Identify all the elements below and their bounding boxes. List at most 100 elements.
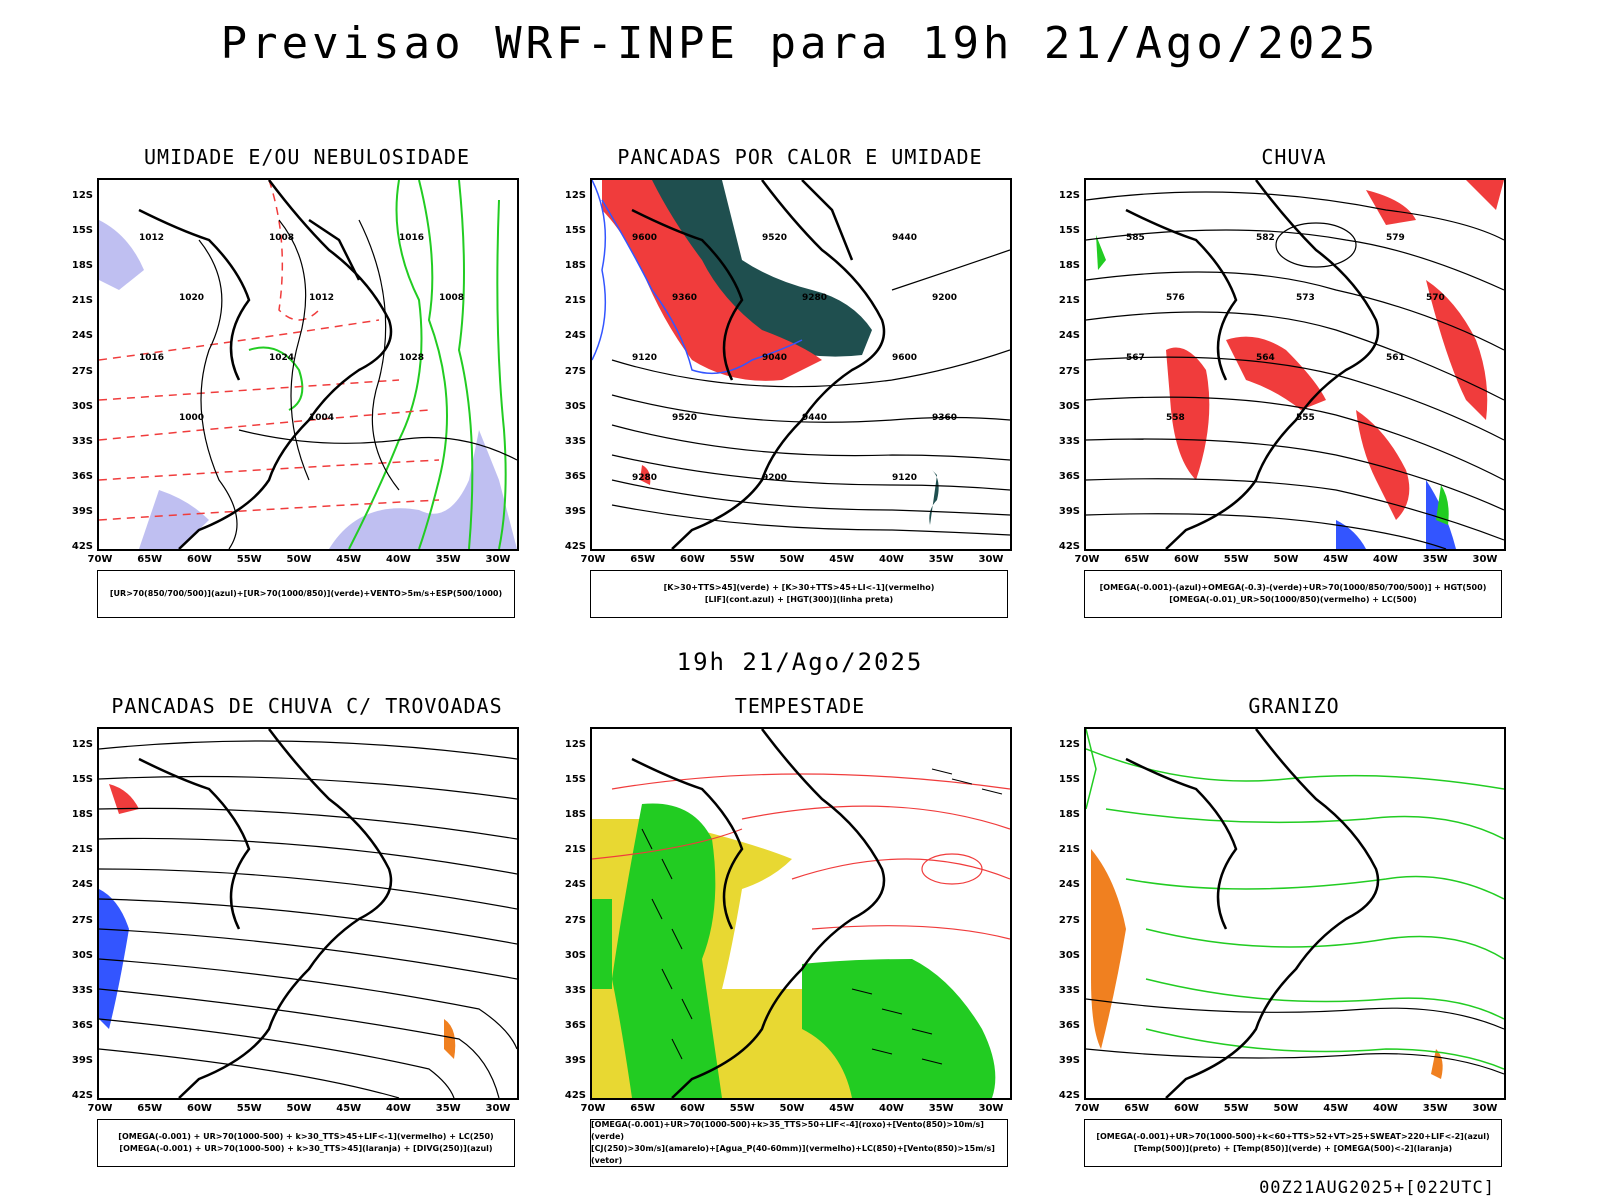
contour-label: 1020 [179, 293, 204, 303]
footer-timestamp: 00Z21AUG2025+[022UTC] [1259, 1178, 1495, 1198]
contour-label: 564 [1256, 353, 1275, 363]
green-temp850-contours [1086, 729, 1504, 1070]
lon-tick-label: 55W [729, 1103, 755, 1114]
contour-label: 1016 [399, 233, 424, 243]
red-instability-area [602, 180, 822, 485]
lon-tick-label: 40W [879, 554, 904, 565]
lat-tick-label: 33S [564, 984, 586, 996]
lon-tick-label: 50W [1273, 554, 1299, 565]
lat-tick-label: 42S [1058, 541, 1080, 552]
lat-tick-label: 36S [71, 1019, 93, 1031]
contour-label: 579 [1386, 233, 1405, 243]
lat-tick-label: 12S [564, 739, 586, 750]
contour-label: 576 [1166, 293, 1185, 303]
black-streamlines [99, 740, 517, 1098]
panel-title: UMIDADE E/OU NEBULOSIDADE [143, 145, 471, 169]
lat-tick-label: 24S [564, 330, 586, 342]
lat-tick-label: 12S [71, 739, 93, 750]
lon-tick-label: 55W [236, 554, 262, 565]
coastline [138, 729, 393, 1098]
contour-label: 555 [1296, 413, 1315, 423]
legend-line: [Temp(500)](preto) + [Temp(850)](verde) … [1133, 1144, 1453, 1153]
lon-tick-label: 30W [485, 554, 511, 565]
lon-tick-label: 60W [187, 1103, 212, 1114]
legend-line: [OMEGA(-0.001) + UR>70(1000-500) + k>30_… [119, 1144, 493, 1153]
lat-tick-label: 42S [71, 1090, 93, 1101]
contour-label: 570 [1426, 293, 1445, 303]
contour-label: 9600 [892, 353, 917, 363]
lat-tick-label: 30S [71, 949, 93, 961]
lat-tick-label: 24S [1058, 330, 1080, 342]
legend-granizo: [OMEGA(-0.001)+UR>70(1000-500)+k<60+TTS>… [1084, 1119, 1502, 1167]
black-pressure-contours [198, 219, 517, 549]
mid-title: 19h 21/Ago/2025 [676, 648, 924, 676]
lon-tick-label: 50W [286, 554, 312, 565]
red-streamlines [592, 773, 1010, 940]
contour-label: 567 [1126, 353, 1145, 363]
contour-label: 1016 [139, 353, 164, 363]
legend-pancadas-calor: [K>30+TTS>45](verde) + [K>30+TTS>45+LI<-… [590, 570, 1008, 618]
lon-tick-label: 40W [1373, 554, 1398, 565]
lon-tick-label: 50W [779, 1103, 805, 1114]
map-trovoadas [97, 727, 519, 1100]
lon-tick-label: 60W [680, 554, 705, 565]
lat-tick-label: 18S [1058, 260, 1080, 272]
main-title: Previsao WRF-INPE para 19h 21/Ago/2025 [220, 18, 1380, 69]
lon-tick-label: 35W [435, 554, 461, 565]
legend-line: [OMEGA(-0.001)+UR>70(1000-500)+k<60+TTS>… [1096, 1132, 1490, 1141]
black-temp500-contours [1086, 998, 1504, 1075]
lavender-humidity-area [99, 220, 517, 549]
legend-line: [OMEGA(-0.001)-(azul)+OMEGA(-0.3)-(verde… [1099, 583, 1487, 592]
black-streamlines [1086, 191, 1504, 549]
lat-tick-label: 42S [71, 541, 93, 552]
contour-label: 558 [1166, 413, 1185, 423]
contour-label: 9440 [892, 233, 917, 243]
lat-tick-label: 42S [564, 541, 586, 552]
contour-label: 1000 [179, 413, 204, 423]
lon-tick-label: 45W [829, 1103, 855, 1114]
contour-label: 1008 [439, 293, 464, 303]
lat-tick-label: 27S [71, 365, 93, 377]
contour-label: 9120 [632, 353, 657, 363]
lat-tick-label: 36S [564, 1019, 586, 1031]
lat-tick-label: 39S [1058, 1054, 1080, 1066]
legend-trovoadas: [OMEGA(-0.001) + UR>70(1000-500) + k>30_… [97, 1119, 515, 1167]
lon-tick-label: 35W [928, 554, 954, 565]
lat-tick-label: 12S [1058, 190, 1080, 201]
contour-label: 9280 [802, 293, 827, 303]
panel-title: GRANIZO [1248, 694, 1340, 718]
green-omega-area [1096, 235, 1449, 525]
lon-tick-label: 35W [435, 1103, 461, 1114]
lat-tick-label: 24S [1058, 879, 1080, 891]
lon-tick-label: 70W [87, 1103, 113, 1114]
lat-tick-label: 21S [71, 295, 93, 307]
map-granizo [1084, 727, 1506, 1100]
contour-label: 9040 [762, 353, 787, 363]
contour-label: 9120 [892, 473, 917, 483]
lat-tick-label: 30S [1058, 400, 1080, 412]
panel-title: PANCADAS POR CALOR E UMIDADE [617, 145, 983, 169]
lat-tick-label: 12S [1058, 739, 1080, 750]
contour-label: 585 [1126, 233, 1145, 243]
lon-tick-label: 30W [978, 1103, 1004, 1114]
lon-tick-label: 30W [978, 554, 1004, 565]
black-height-contours [611, 249, 1010, 536]
lat-tick-label: 18S [564, 809, 586, 821]
lat-tick-label: 33S [1058, 984, 1080, 996]
lat-tick-label: 24S [71, 879, 93, 891]
contour-label: 1012 [309, 293, 334, 303]
legend-line: [UR>70(850/700/500)](azul)+[UR>70(1000/8… [109, 589, 503, 598]
panel-title: PANCADAS DE CHUVA C/ TROVOADAS [111, 694, 503, 718]
legend-line: [CJ(250)>30m/s](amarelo)+[Agua_P(40-60mm… [591, 1144, 995, 1165]
lon-tick-label: 30W [485, 1103, 511, 1114]
lat-tick-label: 12S [71, 190, 93, 201]
lon-tick-label: 35W [928, 1103, 954, 1114]
map-pancadas-calor: 9600 9520 9440 9360 9280 9200 9120 9040 9600 9520… [590, 178, 1012, 551]
legend-line: [LIF](cont.azul) + [HGT(300)](linha pret… [704, 595, 894, 604]
lat-tick-label: 21S [1058, 844, 1080, 856]
contour-label: 9200 [932, 293, 957, 303]
contour-label: 582 [1256, 233, 1275, 243]
lon-tick-label: 40W [386, 554, 411, 565]
contour-label: 9520 [672, 413, 697, 423]
contour-label: 561 [1386, 353, 1405, 363]
